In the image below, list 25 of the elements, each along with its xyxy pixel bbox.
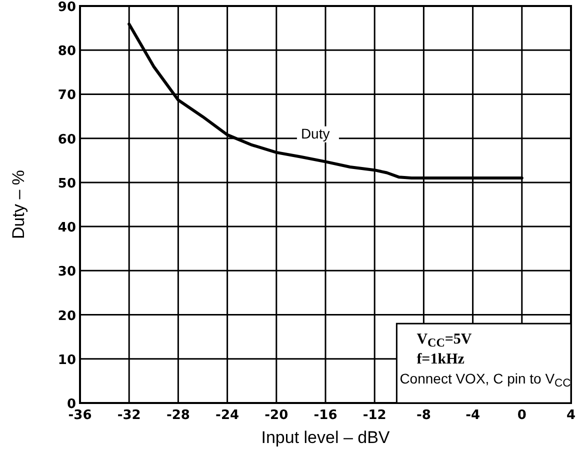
series-label: Duty [300,125,330,142]
x-tick-label: 4 [566,408,576,423]
annotation: f=1kHz [416,352,465,368]
x-tick-label: -4 [466,408,480,423]
y-tick-label: 50 [58,176,76,192]
x-tick-label: 0 [517,408,526,423]
x-tick-label: -28 [166,408,190,423]
x-tick-label: -20 [264,408,288,423]
x-tick-label: -12 [362,408,386,423]
x-tick-label: -24 [216,408,240,423]
x-tick-label: -32 [117,408,141,423]
y-axis-title: Duty – % [9,170,28,239]
y-tick-label: 70 [58,88,76,104]
annotation: V$_{CC}$=5V [416,332,472,350]
y-tick-label: 80 [58,44,76,60]
x-tick-label: -16 [314,408,338,423]
y-tick-label: 40 [58,220,76,236]
x-axis-title: Input level – dBV [261,428,390,447]
y-tick-label: 10 [58,352,76,368]
y-tick-label: 90 [58,0,76,15]
y-tick-label: 60 [58,132,76,148]
y-tick-label: 30 [58,264,76,280]
annotation: Connect VOX, C pin to V$_{CC}$ [400,370,571,390]
y-tick-label: 20 [58,308,76,324]
x-tick-label: -8 [416,408,431,423]
